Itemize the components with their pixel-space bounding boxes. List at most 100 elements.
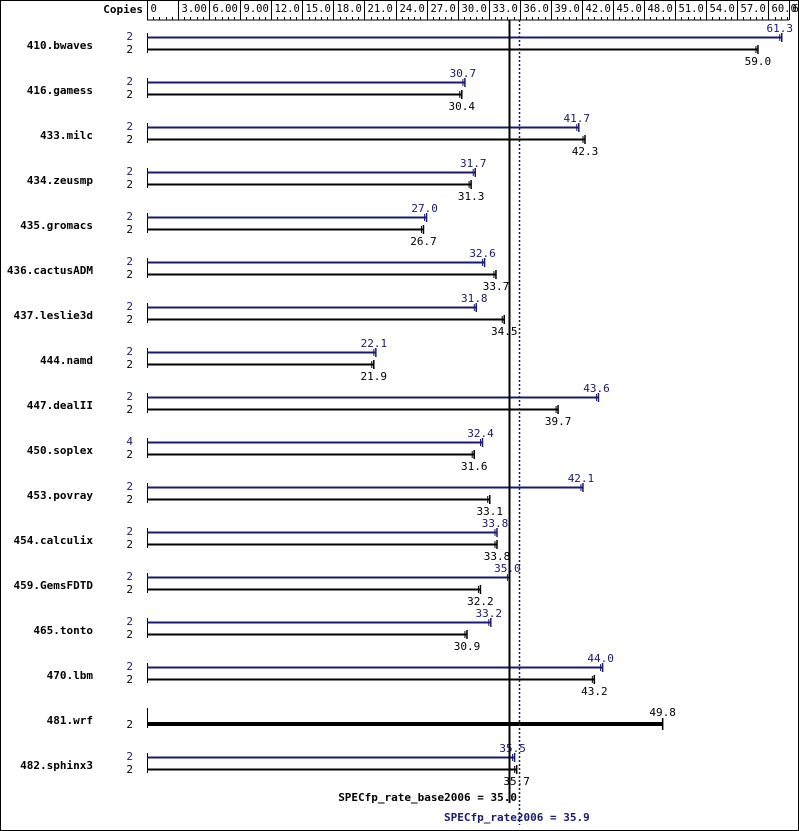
base-copies: 2 bbox=[126, 493, 133, 506]
peak-copies: 2 bbox=[126, 480, 133, 493]
peak-value-label: 31.8 bbox=[461, 292, 488, 305]
peak-copies: 2 bbox=[126, 660, 133, 673]
x-tick-label: 12.0 bbox=[275, 3, 300, 15]
x-tick-label: 42.0 bbox=[586, 3, 611, 15]
base-copies: 2 bbox=[126, 88, 133, 101]
peak-copies: 2 bbox=[126, 30, 133, 43]
peak-copies: 2 bbox=[126, 750, 133, 763]
base-value-label: 33.1 bbox=[476, 505, 503, 518]
base-copies: 2 bbox=[126, 268, 133, 281]
base-value-label: 59.0 bbox=[745, 55, 772, 68]
peak-copies: 2 bbox=[126, 120, 133, 133]
base-value-label: 30.9 bbox=[454, 640, 481, 653]
base-value-label: 21.9 bbox=[361, 370, 388, 383]
x-tick-label: 57.0 bbox=[741, 3, 766, 15]
x-tick-label: 0 bbox=[151, 3, 157, 15]
base-value-label: 39.7 bbox=[545, 415, 572, 428]
base-value-label: 34.5 bbox=[491, 325, 518, 338]
peak-value-label: 32.6 bbox=[469, 247, 496, 260]
base-value-label: 32.2 bbox=[467, 595, 494, 608]
peak-copies: 2 bbox=[126, 570, 133, 583]
peak-copies: 2 bbox=[126, 165, 133, 178]
base-copies: 2 bbox=[126, 223, 133, 236]
peak-value-label: 33.2 bbox=[476, 607, 503, 620]
x-tick-label: 60.0 bbox=[772, 3, 797, 15]
base-metric-label: SPECfp_rate_base2006 = 35.0 bbox=[338, 791, 517, 804]
benchmark-label: 470.lbm bbox=[47, 669, 94, 682]
peak-copies: 2 bbox=[126, 390, 133, 403]
x-tick-label: 39.0 bbox=[555, 3, 580, 15]
benchmark-label: 447.dealII bbox=[27, 399, 93, 412]
peak-value-label: 30.7 bbox=[450, 67, 477, 80]
peak-value-label: 41.7 bbox=[564, 112, 591, 125]
benchmark-label: 433.milc bbox=[40, 129, 93, 142]
base-value-label: 33.8 bbox=[484, 550, 511, 563]
peak-value-label: 32.4 bbox=[467, 427, 494, 440]
base-copies: 2 bbox=[126, 628, 133, 641]
benchmark-label: 437.leslie3d bbox=[14, 309, 93, 322]
peak-copies: 2 bbox=[126, 525, 133, 538]
base-copies: 2 bbox=[126, 538, 133, 551]
peak-copies: 4 bbox=[126, 435, 133, 448]
peak-copies: 2 bbox=[126, 255, 133, 268]
base-copies: 2 bbox=[126, 673, 133, 686]
base-value-label: 31.3 bbox=[458, 190, 485, 203]
peak-value-label: 27.0 bbox=[411, 202, 438, 215]
x-tick-label: 21.0 bbox=[368, 3, 393, 15]
base-value-label: 30.4 bbox=[449, 100, 476, 113]
x-tick-label: 24.0 bbox=[400, 3, 425, 15]
benchmark-label: 434.zeusmp bbox=[27, 174, 94, 187]
base-copies: 2 bbox=[126, 403, 133, 416]
peak-value-label: 43.6 bbox=[583, 382, 610, 395]
base-value-label: 31.6 bbox=[461, 460, 488, 473]
base-copies: 2 bbox=[126, 313, 133, 326]
benchmark-label: 410.bwaves bbox=[27, 39, 93, 52]
base-value-label: 42.3 bbox=[572, 145, 599, 158]
benchmark-label: 481.wrf bbox=[47, 714, 93, 727]
base-copies: 2 bbox=[126, 358, 133, 371]
benchmark-label: 444.namd bbox=[40, 354, 93, 367]
peak-value-label: 31.7 bbox=[460, 157, 487, 170]
base-value-label: 26.7 bbox=[410, 235, 437, 248]
base-value-label: 43.2 bbox=[581, 685, 608, 698]
x-tick-label: 36.0 bbox=[524, 3, 549, 15]
peak-value-label: 35.5 bbox=[499, 742, 526, 755]
x-tick-label: 18.0 bbox=[337, 3, 362, 15]
base-copies: 2 bbox=[126, 718, 133, 731]
peak-value-label: 44.0 bbox=[587, 652, 614, 665]
benchmark-label: 453.povray bbox=[27, 489, 94, 502]
x-tick-label: 15.0 bbox=[306, 3, 331, 15]
x-tick-label: 27.0 bbox=[431, 3, 456, 15]
base-copies: 2 bbox=[126, 763, 133, 776]
x-tick-label: 3.00 bbox=[182, 3, 207, 15]
peak-metric-label: SPECfp_rate2006 = 35.9 bbox=[444, 811, 590, 824]
x-tick-label: 45.0 bbox=[617, 3, 642, 15]
peak-value-label: 61.3 bbox=[767, 22, 794, 35]
peak-copies: 2 bbox=[126, 300, 133, 313]
base-value-label: 49.8 bbox=[649, 706, 676, 719]
x-tick-label: 54.0 bbox=[710, 3, 735, 15]
x-tick-label: 6.00 bbox=[213, 3, 238, 15]
benchmark-label: 482.sphinx3 bbox=[20, 759, 93, 772]
base-copies: 2 bbox=[126, 43, 133, 56]
x-tick-label: 48.0 bbox=[648, 3, 673, 15]
x-tick-label: 62.0 bbox=[793, 3, 799, 15]
base-copies: 2 bbox=[126, 133, 133, 146]
peak-copies: 2 bbox=[126, 615, 133, 628]
copies-header: Copies bbox=[103, 3, 143, 16]
base-value-label: 35.7 bbox=[503, 775, 530, 788]
benchmark-label: 435.gromacs bbox=[20, 219, 93, 232]
benchmark-label: 416.gamess bbox=[27, 84, 93, 97]
benchmark-label: 436.cactusADM bbox=[7, 264, 93, 277]
peak-copies: 2 bbox=[126, 210, 133, 223]
peak-value-label: 35.0 bbox=[494, 562, 521, 575]
x-tick-label: 51.0 bbox=[679, 3, 704, 15]
benchmark-label: 450.soplex bbox=[27, 444, 94, 457]
peak-copies: 2 bbox=[126, 345, 133, 358]
benchmark-label: 454.calculix bbox=[14, 534, 94, 547]
base-value-label: 33.7 bbox=[483, 280, 510, 293]
x-tick-label: 30.0 bbox=[462, 3, 487, 15]
peak-value-label: 42.1 bbox=[568, 472, 595, 485]
peak-value-label: 22.1 bbox=[361, 337, 388, 350]
